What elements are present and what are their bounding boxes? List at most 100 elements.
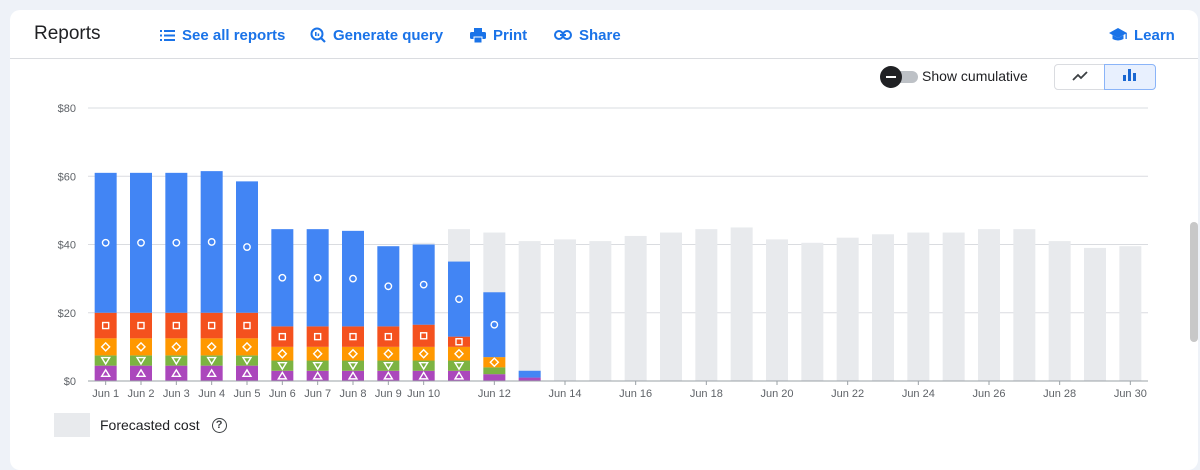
bar-segment bbox=[94, 312, 117, 339]
circle-marker bbox=[313, 273, 322, 282]
bar-segment bbox=[200, 355, 223, 366]
triangle-down-marker bbox=[347, 361, 359, 371]
bar-segment bbox=[165, 312, 188, 339]
square-marker bbox=[172, 321, 181, 330]
triangle-down-marker bbox=[277, 361, 288, 371]
bar-segment bbox=[200, 365, 223, 381]
bar-segment bbox=[130, 172, 152, 313]
bar-segment bbox=[165, 338, 188, 356]
bar-chart-icon bbox=[1123, 68, 1137, 86]
bar-segment bbox=[412, 324, 435, 347]
forecast-bar bbox=[836, 237, 859, 381]
bar-segment bbox=[200, 171, 223, 313]
bar-segment bbox=[165, 172, 188, 313]
square-marker bbox=[313, 332, 322, 341]
bar-segment bbox=[306, 229, 329, 327]
bar-segment bbox=[236, 338, 258, 356]
print-button[interactable]: Print bbox=[470, 24, 527, 46]
square-marker bbox=[278, 332, 287, 341]
forecast-bar bbox=[624, 235, 647, 381]
see-all-reports-button[interactable]: See all reports bbox=[160, 24, 285, 46]
bar-segment bbox=[377, 360, 400, 371]
bar-segment bbox=[165, 365, 188, 381]
help-icon[interactable]: ? bbox=[211, 417, 227, 433]
x-tick-label: Jun 3 bbox=[163, 388, 190, 400]
triangle-down-marker bbox=[383, 361, 394, 371]
x-tick-label: Jun 1 bbox=[92, 388, 119, 400]
x-tick-label: Jun 7 bbox=[304, 388, 331, 400]
forecast-bar bbox=[1048, 241, 1071, 381]
bar-segment bbox=[165, 355, 188, 366]
triangle-down-marker bbox=[241, 356, 253, 366]
square-marker bbox=[243, 321, 251, 330]
x-tick-label: Jun 22 bbox=[831, 388, 864, 400]
list-icon bbox=[160, 29, 175, 42]
triangle-down-marker bbox=[206, 356, 217, 366]
square-marker bbox=[137, 321, 145, 330]
circle-marker bbox=[490, 320, 499, 329]
bar-segment bbox=[94, 355, 117, 366]
bar-segment bbox=[200, 312, 223, 339]
share-label: Share bbox=[579, 26, 621, 44]
bar-segment bbox=[200, 338, 223, 356]
x-tick-label: Jun 20 bbox=[760, 388, 793, 400]
triangle-down-marker bbox=[312, 361, 323, 371]
bar-segment bbox=[271, 229, 294, 327]
bar-segment bbox=[306, 326, 329, 347]
circle-marker bbox=[101, 238, 110, 247]
triangle-up-marker bbox=[241, 368, 253, 378]
bar-chart-button[interactable] bbox=[1104, 64, 1156, 90]
square-marker bbox=[384, 332, 393, 341]
x-tick-label: Jun 4 bbox=[198, 388, 225, 400]
circle-marker bbox=[207, 238, 216, 246]
bar-segment bbox=[518, 370, 541, 378]
bar-segment bbox=[130, 338, 152, 356]
line-chart-icon bbox=[1072, 68, 1088, 86]
generate-query-button[interactable]: Generate query bbox=[310, 24, 443, 46]
share-button[interactable]: Share bbox=[554, 24, 621, 46]
forecast-bar bbox=[730, 227, 753, 381]
x-tick-label: Jun 28 bbox=[1043, 388, 1076, 400]
learn-button[interactable]: Learn bbox=[1109, 24, 1175, 46]
bar-segment bbox=[483, 367, 506, 375]
bar-segment bbox=[412, 346, 435, 361]
x-tick-label: Jun 30 bbox=[1114, 388, 1147, 400]
print-icon bbox=[470, 27, 486, 43]
diamond-marker bbox=[171, 341, 182, 352]
link-icon bbox=[554, 30, 572, 40]
triangle-down-marker bbox=[100, 356, 111, 366]
bar-segment bbox=[236, 365, 258, 381]
bar-segment bbox=[271, 346, 294, 361]
cumulative-toggle[interactable] bbox=[880, 66, 920, 88]
square-marker bbox=[207, 321, 216, 330]
forecast-bar bbox=[907, 232, 930, 381]
bar-segment bbox=[130, 355, 152, 366]
bar-segment bbox=[448, 370, 470, 381]
bar-segment bbox=[130, 312, 152, 339]
forecast-bar bbox=[518, 241, 541, 381]
print-label: Print bbox=[493, 26, 528, 44]
bar-segment bbox=[518, 377, 541, 381]
bar-segment bbox=[448, 261, 470, 337]
diamond-marker bbox=[312, 348, 323, 359]
x-tick-label: Jun 8 bbox=[340, 388, 367, 400]
y-tick-label: $80 bbox=[58, 103, 76, 115]
bar-segment bbox=[483, 374, 506, 381]
bar-segment bbox=[306, 370, 329, 381]
triangle-up-marker bbox=[206, 368, 217, 378]
circle-marker bbox=[243, 243, 251, 251]
bar-segment bbox=[342, 360, 364, 371]
bar-segment bbox=[412, 360, 435, 371]
triangle-up-marker bbox=[418, 371, 429, 380]
bar-segment bbox=[377, 246, 400, 327]
forecast-label: Forecasted cost bbox=[100, 417, 200, 433]
bar-segment bbox=[448, 346, 470, 361]
line-chart-button[interactable] bbox=[1054, 64, 1106, 90]
diamond-marker bbox=[383, 348, 394, 359]
triangle-down-marker bbox=[135, 356, 147, 366]
y-tick-label: $40 bbox=[58, 240, 76, 252]
x-tick-label: Jun 26 bbox=[972, 388, 1005, 400]
bar-segment bbox=[306, 346, 329, 361]
vertical-scrollbar[interactable] bbox=[1190, 222, 1198, 342]
forecast-bar bbox=[695, 229, 718, 381]
